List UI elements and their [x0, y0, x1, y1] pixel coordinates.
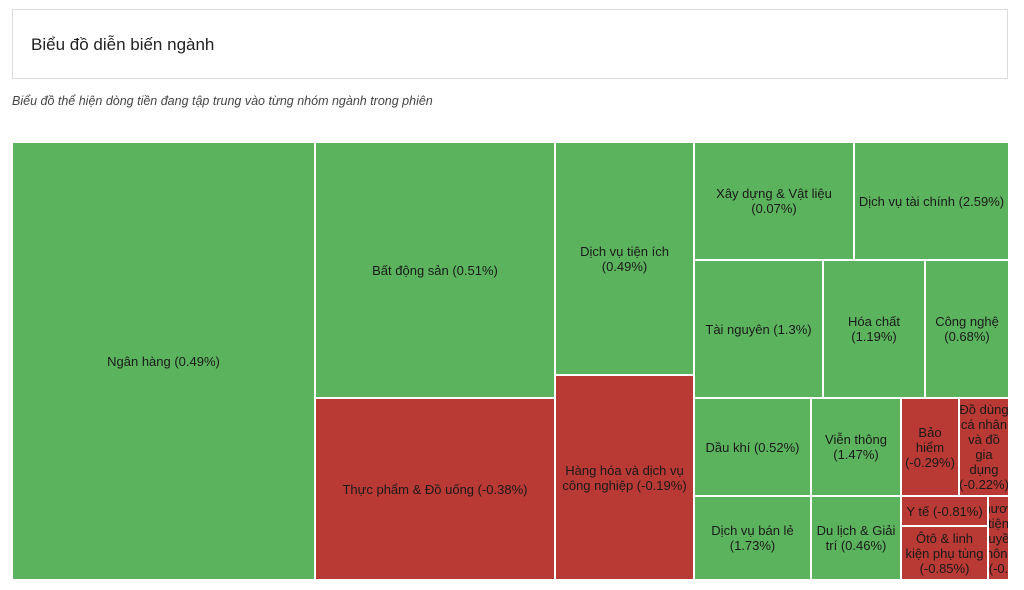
treemap-tile-label: Bảo hiểm (-0.29%): [905, 424, 955, 470]
treemap-tile-label: Dịch vụ bán lẻ (1.73%): [711, 523, 794, 553]
treemap-tile-label: Ôtô & linh kiện phụ tùng (-0.85%): [905, 530, 984, 576]
treemap-tile-label: Phương tiện truyền thông (-0.: [988, 500, 1009, 576]
treemap-tile[interactable]: Bảo hiểm (-0.29%): [901, 398, 959, 496]
treemap-tile-label: Y tế (-0.81%): [906, 503, 983, 519]
treemap-tile-label: Thực phẩm & Đồ uống (-0.38%): [342, 481, 528, 497]
treemap-tile[interactable]: Phương tiện truyền thông (-0.: [988, 496, 1009, 580]
treemap-tile[interactable]: Hóa chất (1.19%): [823, 260, 925, 398]
treemap-tile-label: Dầu khí (0.52%): [705, 439, 800, 455]
sector-treemap: Ngân hàng (0.49%) Bất động sản (0.51%) Thự…: [12, 142, 1009, 580]
treemap-tile-label: Dịch vụ tiện ích (0.49%): [580, 243, 669, 274]
treemap-tile-label: Tài nguyên (1.3%): [705, 321, 812, 337]
treemap-tile[interactable]: Hàng hóa và dịch vụ công nghiệp (-0.19%): [555, 375, 694, 580]
treemap-tile[interactable]: Xây dựng & Vật liệu (0.07%): [694, 142, 854, 260]
treemap-tile[interactable]: Ngân hàng (0.49%): [12, 142, 315, 580]
treemap-tile-label: Công nghệ (0.68%): [935, 314, 999, 344]
chart-subtitle: Biểu đồ thể hiện dòng tiền đang tập trun…: [12, 94, 433, 108]
treemap-tile-label: Ngân hàng (0.49%): [107, 353, 220, 369]
treemap-tile[interactable]: Dịch vụ tiện ích (0.49%): [555, 142, 694, 375]
treemap-tile-label: Viễn thông (1.47%): [825, 432, 887, 462]
treemap-tile[interactable]: Y tế (-0.81%): [901, 496, 988, 526]
treemap-tile-label: Du lịch & Giải trí (0.46%): [816, 523, 896, 553]
treemap-tile-label: Xây dựng & Vật liệu (0.07%): [716, 186, 832, 216]
treemap-tile[interactable]: Viễn thông (1.47%): [811, 398, 901, 496]
treemap-tile-label: Hàng hóa và dịch vụ công nghiệp (-0.19%): [562, 462, 687, 493]
treemap-tile[interactable]: Du lịch & Giải trí (0.46%): [811, 496, 901, 580]
header-card: Biểu đồ diễn biến ngành: [12, 9, 1008, 79]
treemap-tile[interactable]: Đồ dùng cá nhân và đồ gia dụng (-0.22%): [959, 398, 1009, 496]
treemap-tile[interactable]: Ôtô & linh kiện phụ tùng (-0.85%): [901, 526, 988, 580]
treemap-tile[interactable]: Dịch vụ tài chính (2.59%): [854, 142, 1009, 260]
treemap-tile[interactable]: Dầu khí (0.52%): [694, 398, 811, 496]
treemap-tile[interactable]: Dịch vụ bán lẻ (1.73%): [694, 496, 811, 580]
treemap-tile[interactable]: Công nghệ (0.68%): [925, 260, 1009, 398]
treemap-tile[interactable]: Bất động sản (0.51%): [315, 142, 555, 398]
treemap-tile-label: Dịch vụ tài chính (2.59%): [858, 193, 1005, 209]
treemap-tile[interactable]: Tài nguyên (1.3%): [694, 260, 823, 398]
treemap-tile[interactable]: Thực phẩm & Đồ uống (-0.38%): [315, 398, 555, 580]
treemap-tile-label: Đồ dùng cá nhân và đồ gia dụng (-0.22%): [959, 402, 1009, 492]
page-title: Biểu đồ diễn biến ngành: [31, 35, 215, 54]
treemap-tile-label: Bất động sản (0.51%): [372, 262, 498, 278]
treemap-tile-label: Hóa chất (1.19%): [847, 314, 901, 344]
